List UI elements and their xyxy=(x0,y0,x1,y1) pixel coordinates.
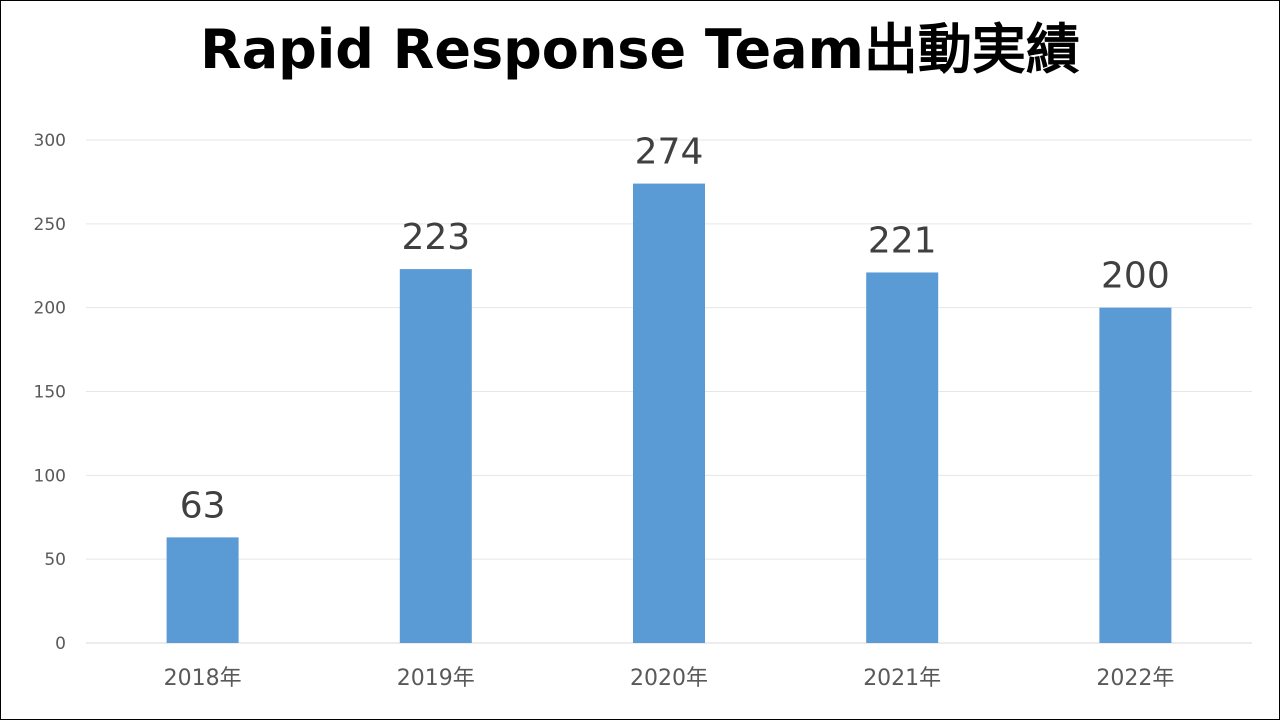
bar xyxy=(1099,307,1172,643)
y-tick-label: 150 xyxy=(34,383,66,403)
x-axis-category-labels: 2018年 2019年 2020年 2021年 2022年 xyxy=(164,666,1175,691)
bar-value-label: 200 xyxy=(1101,256,1170,297)
y-axis-tick-labels: 0 50 100 150 200 250 300 xyxy=(34,131,66,654)
bar xyxy=(166,537,239,643)
y-tick-label: 0 xyxy=(55,634,66,654)
x-category-label: 2022年 xyxy=(1096,666,1174,691)
bars xyxy=(166,183,1172,644)
y-tick-label: 200 xyxy=(34,299,66,319)
bar-value-label: 223 xyxy=(401,217,470,258)
y-tick-label: 250 xyxy=(34,215,66,235)
x-category-label: 2018年 xyxy=(164,666,242,691)
bar-value-label: 63 xyxy=(180,485,226,526)
y-tick-label: 300 xyxy=(34,131,66,151)
bar-value-label: 221 xyxy=(868,220,937,261)
bar xyxy=(633,183,705,644)
x-category-label: 2021年 xyxy=(863,666,941,691)
y-tick-label: 100 xyxy=(34,466,66,486)
bar xyxy=(399,269,472,643)
data-labels: 63 223 274 221 200 xyxy=(180,132,1170,527)
bar-value-label: 274 xyxy=(635,132,704,173)
x-category-label: 2020年 xyxy=(630,666,708,691)
y-tick-label: 50 xyxy=(44,550,66,570)
bar xyxy=(866,272,939,643)
x-category-label: 2019年 xyxy=(397,666,475,691)
chart-title: Rapid Response Team出動実績 xyxy=(200,18,1080,81)
